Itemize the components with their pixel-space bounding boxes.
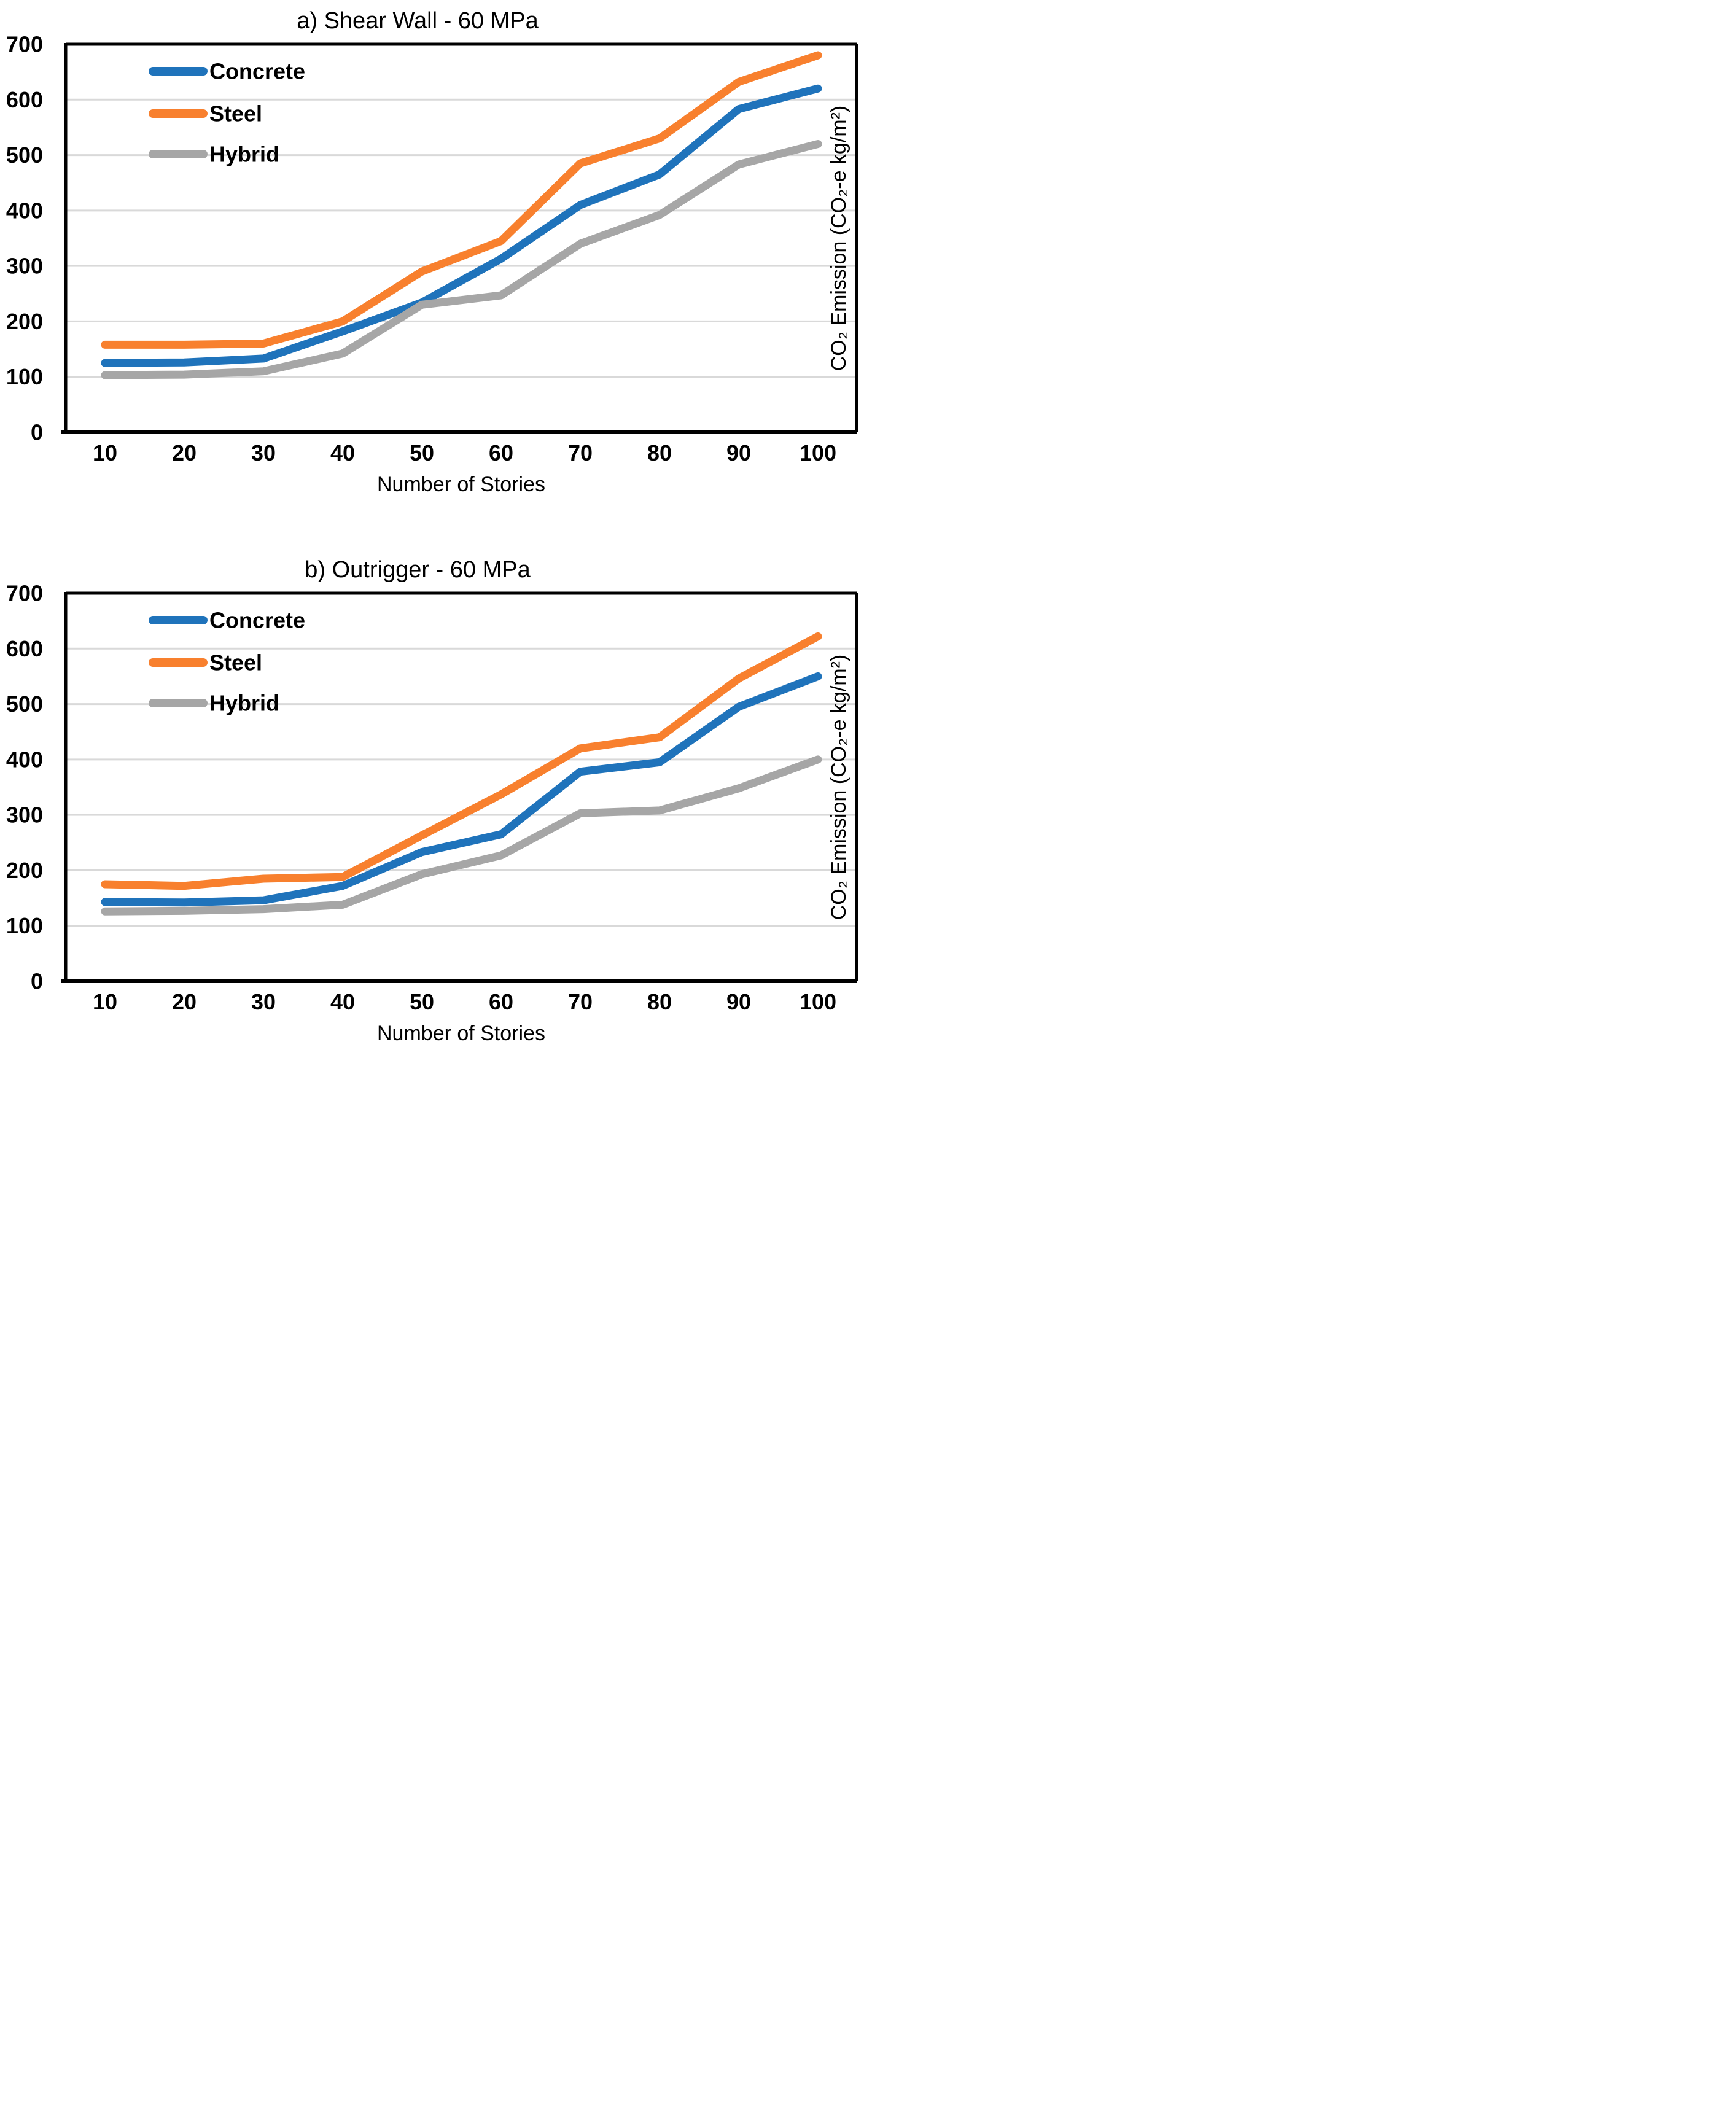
x-tick-label: 80	[647, 440, 672, 465]
x-tick-label: 90	[726, 440, 751, 465]
series-line-concrete	[101, 84, 822, 367]
y-tick-label: 0	[31, 420, 43, 445]
series-line-hybrid	[101, 755, 822, 916]
y-tick-label: 100	[6, 364, 43, 389]
chart-a-y-axis-title: CO₂ Emission (CO₂-e kg/m²)	[827, 106, 850, 371]
chart-a-x-axis-title: Number of Stories	[377, 473, 545, 496]
shear-wall-chart: a) Shear Wall - 60 MPa 0 100 200 300 400 500 6…	[6, 8, 858, 496]
chart-b-title: b) Outrigger - 60 MPa	[305, 557, 531, 583]
legend-label-steel: Steel	[209, 101, 262, 126]
chart-a-title: a) Shear Wall - 60 MPa	[297, 8, 539, 34]
legend-label-hybrid: Hybrid	[209, 142, 279, 167]
x-tick-label: 60	[489, 440, 513, 465]
x-tick-label: 70	[568, 440, 593, 465]
chart-a-section: a) Shear Wall - 60 MPa 0 100 200 300 400 500 6…	[0, 0, 868, 497]
y-tick-label: 300	[6, 254, 43, 279]
x-tick-label: 90	[726, 989, 751, 1014]
x-tick-label: 50	[410, 440, 434, 465]
chart-b-section: b) Outrigger - 60 MPa 0 100 200 300 400 500 60…	[0, 549, 868, 1046]
x-tick-label: 10	[93, 440, 117, 465]
y-tick-label: 500	[6, 142, 43, 168]
legend-label-hybrid: Hybrid	[209, 691, 279, 716]
y-tick-label: 400	[6, 198, 43, 223]
chart-b-plot: 0 100 200 300 400 500 600 700 10 20 30 40 50 60 70 80 90…	[6, 581, 858, 1014]
x-tick-label: 50	[410, 989, 434, 1014]
outrigger-chart: b) Outrigger - 60 MPa 0 100 200 300 400 500 60…	[6, 557, 858, 1045]
y-tick-label: 600	[6, 87, 43, 112]
x-tick-label: 70	[568, 989, 593, 1014]
series-line-steel	[101, 632, 822, 890]
chart-b-y-axis-title: CO₂ Emission (CO₂-e kg/m²)	[827, 655, 850, 920]
series-line-hybrid	[101, 140, 822, 379]
x-tick-label: 100	[800, 989, 836, 1014]
y-tick-label: 0	[31, 969, 43, 994]
x-tick-label: 60	[489, 989, 513, 1014]
y-tick-label: 200	[6, 309, 43, 334]
y-tick-label: 100	[6, 913, 43, 938]
y-tick-label: 600	[6, 636, 43, 661]
y-tick-label: 500	[6, 691, 43, 717]
x-tick-label: 80	[647, 989, 672, 1014]
x-tick-label: 40	[330, 989, 355, 1014]
x-tick-label: 20	[172, 989, 197, 1014]
legend-label-concrete: Concrete	[209, 59, 305, 84]
x-tick-label: 40	[330, 440, 355, 465]
y-tick-label: 700	[6, 32, 43, 57]
x-tick-label: 30	[251, 989, 276, 1014]
legend-label-concrete: Concrete	[209, 608, 305, 633]
x-tick-label: 100	[800, 440, 836, 465]
y-tick-label: 300	[6, 803, 43, 828]
series-line-concrete	[101, 672, 822, 907]
chart-b-x-axis-title: Number of Stories	[377, 1022, 545, 1045]
chart-a-plot: 0 100 200 300 400 500 600 700 10 20 30 40 50 60 70 80 90…	[6, 32, 858, 465]
legend-label-steel: Steel	[209, 650, 262, 675]
y-tick-label: 200	[6, 858, 43, 883]
y-tick-label: 700	[6, 581, 43, 606]
y-tick-label: 400	[6, 747, 43, 772]
figure-page: a) Shear Wall - 60 MPa 0 100 200 300 400 500 6…	[0, 0, 868, 1058]
x-tick-label: 30	[251, 440, 276, 465]
series-line-steel	[101, 51, 822, 349]
x-tick-label: 20	[172, 440, 197, 465]
x-tick-label: 10	[93, 989, 117, 1014]
